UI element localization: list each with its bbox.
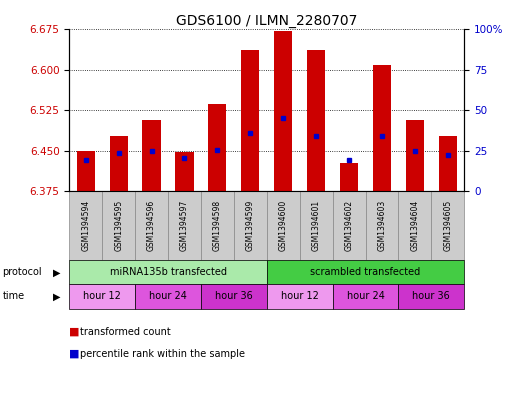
Bar <box>102 191 135 261</box>
Bar <box>399 191 431 261</box>
Text: GSM1394605: GSM1394605 <box>443 200 452 252</box>
Bar <box>439 136 457 191</box>
Text: ■: ■ <box>69 327 80 337</box>
Bar <box>234 191 267 261</box>
Bar <box>332 191 365 261</box>
Bar <box>267 261 464 285</box>
Bar <box>208 104 226 191</box>
Text: GSM1394594: GSM1394594 <box>81 200 90 252</box>
Bar <box>267 285 332 309</box>
Bar <box>168 191 201 261</box>
Bar <box>69 261 267 285</box>
Text: GSM1394602: GSM1394602 <box>345 200 353 252</box>
Bar <box>110 136 128 191</box>
Text: GSM1394601: GSM1394601 <box>311 200 321 252</box>
Bar <box>300 191 332 261</box>
Text: percentile rank within the sample: percentile rank within the sample <box>80 349 245 359</box>
Bar <box>340 163 358 191</box>
Bar <box>135 285 201 309</box>
Text: protocol: protocol <box>3 268 42 277</box>
Text: hour 36: hour 36 <box>412 292 450 301</box>
Text: time: time <box>3 292 25 301</box>
Text: GSM1394595: GSM1394595 <box>114 200 123 252</box>
Text: GSM1394604: GSM1394604 <box>410 200 420 252</box>
Text: miRNA135b transfected: miRNA135b transfected <box>109 268 227 277</box>
Text: ▶: ▶ <box>53 292 60 301</box>
Text: transformed count: transformed count <box>80 327 170 337</box>
Bar <box>307 50 325 191</box>
Title: GDS6100 / ILMN_2280707: GDS6100 / ILMN_2280707 <box>176 15 358 28</box>
Bar <box>201 285 267 309</box>
Text: hour 24: hour 24 <box>149 292 187 301</box>
Bar <box>69 285 135 309</box>
Bar <box>69 191 102 261</box>
Bar <box>406 120 424 191</box>
Text: hour 12: hour 12 <box>281 292 319 301</box>
Bar <box>143 120 161 191</box>
Text: GSM1394598: GSM1394598 <box>213 200 222 252</box>
Bar <box>373 64 391 191</box>
Text: hour 36: hour 36 <box>215 292 253 301</box>
Bar <box>135 191 168 261</box>
Text: GSM1394600: GSM1394600 <box>279 200 288 252</box>
Bar <box>332 285 399 309</box>
Bar <box>365 191 399 261</box>
Text: hour 12: hour 12 <box>83 292 121 301</box>
Text: GSM1394597: GSM1394597 <box>180 200 189 252</box>
Bar <box>267 191 300 261</box>
Text: GSM1394596: GSM1394596 <box>147 200 156 252</box>
Text: scrambled transfected: scrambled transfected <box>310 268 421 277</box>
Bar <box>241 50 260 191</box>
Bar <box>274 31 292 191</box>
Bar <box>399 285 464 309</box>
Text: ▶: ▶ <box>53 268 60 277</box>
Text: ■: ■ <box>69 349 80 359</box>
Text: GSM1394603: GSM1394603 <box>378 200 386 252</box>
Bar <box>76 151 95 191</box>
Text: GSM1394599: GSM1394599 <box>246 200 255 252</box>
Bar <box>175 152 193 191</box>
Bar <box>431 191 464 261</box>
Text: hour 24: hour 24 <box>347 292 384 301</box>
Bar <box>201 191 234 261</box>
